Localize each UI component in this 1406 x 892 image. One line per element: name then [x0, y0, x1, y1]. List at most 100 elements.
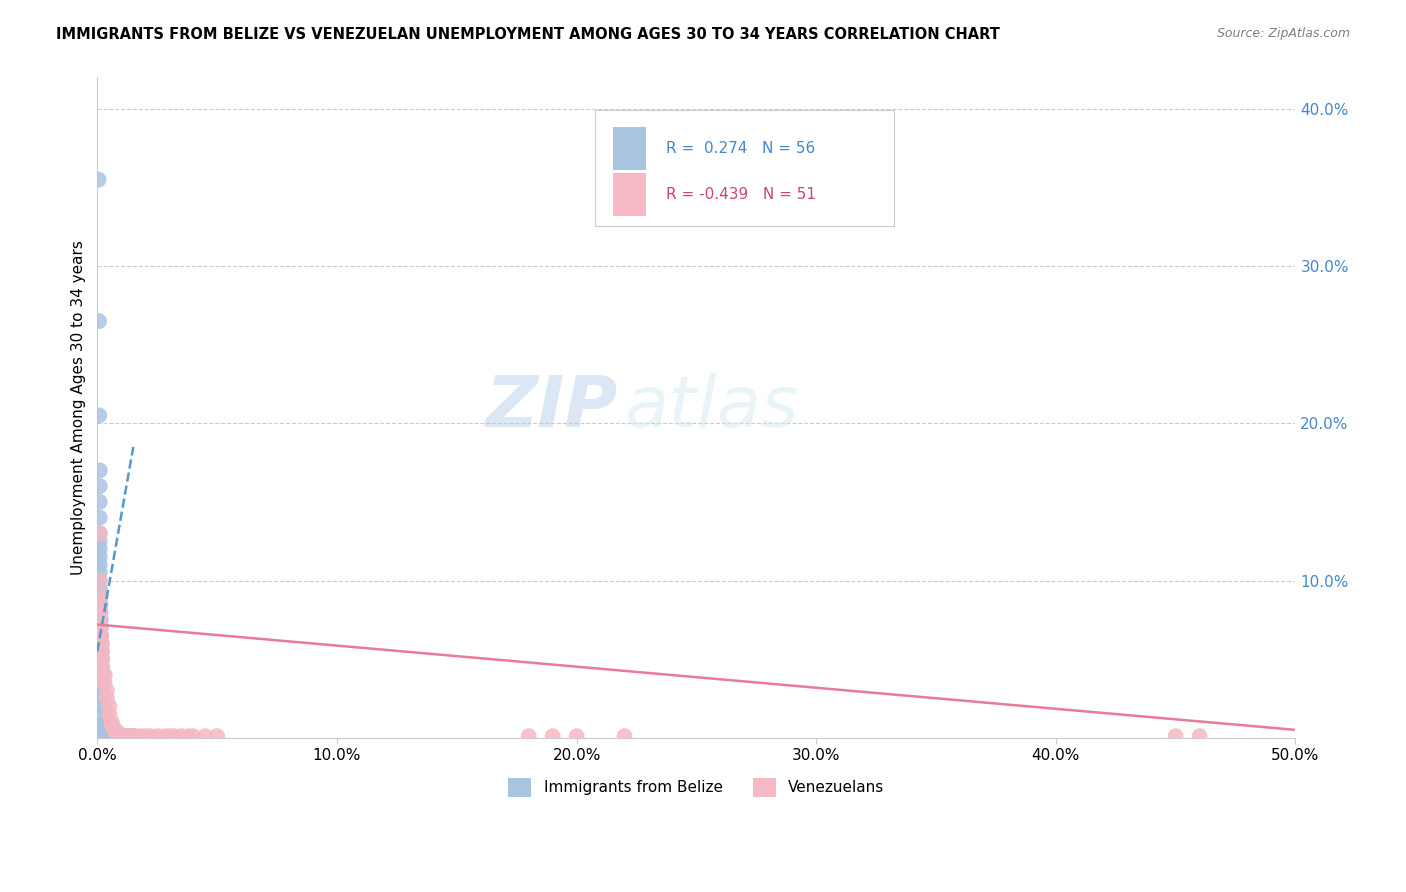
Point [157, 729, 180, 743]
Point [89, 510, 111, 524]
Point [613, 729, 636, 743]
Point [1188, 729, 1211, 743]
Point [89, 605, 111, 619]
Point [91, 668, 114, 682]
Point [90, 628, 112, 642]
Point [93, 714, 115, 729]
Point [93, 675, 115, 690]
Point [91, 644, 114, 658]
Point [89, 589, 111, 603]
Point [96, 726, 118, 740]
Point [541, 729, 564, 743]
Point [89, 729, 111, 743]
Point [91, 660, 114, 674]
Point [89, 589, 111, 603]
Point [96, 691, 118, 706]
Text: atlas: atlas [624, 373, 799, 442]
Point [117, 729, 139, 743]
Text: ZIP: ZIP [486, 373, 619, 442]
Point [89, 582, 111, 596]
Point [89, 574, 111, 588]
Point [89, 526, 111, 541]
Point [93, 668, 115, 682]
Point [89, 566, 111, 580]
Point [120, 729, 142, 743]
Text: R =  0.274   N = 56: R = 0.274 N = 56 [666, 141, 815, 155]
Point [90, 628, 112, 642]
Point [112, 729, 135, 743]
Point [108, 729, 131, 743]
Point [89, 729, 111, 743]
Point [139, 729, 162, 743]
Text: Source: ZipAtlas.com: Source: ZipAtlas.com [1216, 27, 1350, 40]
Point [105, 729, 128, 743]
Point [91, 675, 114, 690]
Point [89, 534, 111, 549]
Point [181, 729, 204, 743]
Point [91, 699, 114, 714]
Point [115, 729, 138, 743]
Point [91, 683, 114, 698]
Text: IMMIGRANTS FROM BELIZE VS VENEZUELAN UNEMPLOYMENT AMONG AGES 30 TO 34 YEARS CORR: IMMIGRANTS FROM BELIZE VS VENEZUELAN UNE… [56, 27, 1000, 42]
Point [98, 728, 121, 742]
Point [91, 660, 114, 674]
Point [517, 729, 540, 743]
Point [89, 597, 111, 611]
Point [90, 636, 112, 650]
Point [103, 729, 125, 743]
Point [134, 729, 156, 743]
Point [89, 597, 111, 611]
Point [117, 729, 139, 743]
Point [125, 729, 148, 743]
Point [89, 574, 111, 588]
FancyBboxPatch shape [613, 127, 647, 169]
Point [108, 728, 131, 742]
Legend: Immigrants from Belize, Venezuelans: Immigrants from Belize, Venezuelans [502, 772, 890, 803]
Point [96, 724, 118, 739]
Point [89, 621, 111, 635]
Point [87, 172, 110, 186]
Point [89, 597, 111, 611]
Point [89, 526, 111, 541]
Point [98, 707, 121, 722]
Point [170, 729, 193, 743]
Point [90, 621, 112, 635]
Point [103, 721, 125, 735]
Point [89, 613, 111, 627]
Point [129, 729, 152, 743]
Point [153, 729, 176, 743]
Point [89, 495, 111, 509]
Point [89, 558, 111, 572]
Point [89, 463, 111, 477]
Point [100, 729, 122, 743]
Point [87, 314, 110, 328]
Point [91, 652, 114, 666]
Point [90, 628, 112, 642]
Point [100, 714, 122, 729]
Point [100, 729, 122, 743]
Point [91, 668, 114, 682]
Point [93, 723, 115, 737]
FancyBboxPatch shape [613, 173, 647, 216]
Point [89, 605, 111, 619]
Point [1164, 729, 1187, 743]
Point [163, 729, 186, 743]
Point [146, 729, 169, 743]
Y-axis label: Unemployment Among Ages 30 to 34 years: Unemployment Among Ages 30 to 34 years [72, 240, 86, 575]
Point [105, 724, 128, 739]
Point [110, 728, 132, 742]
Point [93, 718, 115, 732]
FancyBboxPatch shape [595, 111, 894, 226]
Point [91, 636, 114, 650]
Point [205, 729, 228, 743]
Point [91, 652, 114, 666]
Point [93, 668, 115, 682]
Point [93, 721, 115, 735]
Point [100, 718, 122, 732]
Point [91, 691, 114, 706]
Point [98, 699, 121, 714]
Point [89, 409, 111, 423]
Text: R = -0.439   N = 51: R = -0.439 N = 51 [666, 186, 817, 202]
Point [103, 723, 125, 737]
Point [90, 613, 112, 627]
